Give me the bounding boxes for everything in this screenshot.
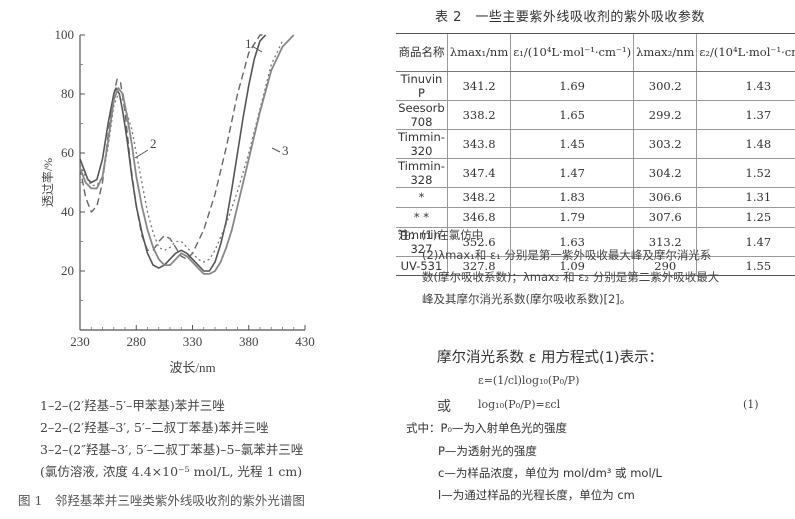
y-tick-label: 20 (61, 263, 74, 278)
molar-title: 摩尔消光系数 ε 用方程式(1)表示： (437, 350, 664, 366)
legend-line-2: 2–2–(2′羟基–3′, 5′–二叔丁苯基)苯并三唑 (40, 420, 269, 435)
cell-value: 307.6 (633, 207, 697, 228)
cell-value: 1.47 (510, 158, 634, 188)
cell-value: 1.47 (696, 227, 795, 257)
uv-spectrum-chart: 230 280 330 380 430 20 40 60 80 100 波长/nm 透过率/% 1 2 3 (40, 27, 315, 375)
cell-value: 1.65 (510, 100, 634, 130)
cell-value: 1.83 (510, 187, 634, 208)
curve-label-2-leader (134, 149, 149, 159)
cell-value: 1.45 (510, 129, 634, 159)
cell-product-name: * (396, 187, 448, 208)
curve-label-2: 2 (150, 136, 157, 151)
y-tick-label: 100 (55, 27, 75, 42)
cell-value: 1.31 (696, 187, 795, 208)
equation-number: (1) (743, 398, 759, 411)
equation-or: 或 (437, 399, 451, 415)
table-note-2: (2)λmax₁和 ε₁ 分别是第一紫外吸收最大峰及摩尔消光系 (422, 248, 712, 262)
cell-value: 306.6 (633, 187, 697, 208)
legend-line-3: 3–2–(2″羟基–3′, 5′–二叔丁苯基)–5–氯苯并三唑 (40, 442, 304, 457)
series-line-4 (79, 34, 295, 275)
x-axis-label: 波长/nm (169, 360, 215, 375)
col-header-name: 商品名称 (396, 33, 448, 72)
equation-2: log₁₀(P₀/P)=εcl (478, 398, 561, 411)
definition-c: c—为样品浓度，单位为 mol/dm³ 或 mol/L (438, 466, 662, 480)
x-tick-label: 380 (239, 334, 259, 349)
series-line-3 (79, 40, 284, 263)
cell-value: 346.8 (446, 207, 511, 228)
table-title: 表 2 一些主要紫外线吸收剂的紫外吸收参数 (435, 10, 705, 25)
cell-value: 1.63 (510, 227, 634, 257)
cell-product-name: UV-531 (396, 256, 448, 277)
definition-p0: 式中：P₀—为入射单色光的强度 (406, 421, 568, 435)
table-row: * 348.2 1.83 306.6 1.31 (396, 187, 795, 208)
cell-value: 1.09 (510, 256, 634, 277)
cell-value: 1.79 (510, 207, 634, 228)
cell-product-name: * * (396, 207, 448, 228)
table-row: Tinuvin P 341.2 1.69 300.2 1.43 (396, 71, 795, 101)
definition-l: l—为通过样品的光程长度，单位为 cm (438, 488, 635, 502)
cell-product-name: Timmin-327 (396, 227, 448, 257)
cell-value: 1.69 (510, 71, 634, 101)
col-header-eps2: ε₂/(10⁴L·mol⁻¹·cm⁻¹) (696, 33, 795, 72)
cell-value: 338.2 (446, 100, 511, 130)
uv-params-table: 商品名称 λmax₁/nm ε₁/(10⁴L·mol⁻¹·cm⁻¹) λmax₂… (396, 33, 795, 277)
table-row: Seesorb 708 338.2 1.65 299.2 1.37 (396, 100, 795, 130)
cell-value: 299.2 (633, 100, 697, 130)
table-note-3: 数(摩尔吸收系数)；λmax₂ 和 ε₂ 分别是第二紫外吸收最大 (422, 270, 720, 284)
col-header-eps1: ε₁/(10⁴L·mol⁻¹·cm⁻¹) (510, 33, 634, 72)
cell-value: 1.37 (696, 100, 795, 130)
col-header-lmax2: λmax₂/nm (633, 33, 697, 72)
y-tick-label: 80 (61, 86, 74, 101)
cell-product-name: Timmin-328 (396, 158, 448, 188)
cell-value: 313.2 (633, 227, 697, 257)
definition-p: P—为透射光的强度 (438, 444, 537, 458)
y-tick-label: 40 (61, 204, 74, 219)
cell-value: 304.2 (633, 158, 697, 188)
cell-value: 341.2 (446, 71, 511, 101)
cell-value: 300.2 (633, 71, 697, 101)
cell-value: 348.2 (446, 187, 511, 208)
table-row: Timmin-327 352.6 1.63 313.2 1.47 (396, 227, 795, 257)
series-line-1 (79, 34, 266, 260)
table-row: * * 346.8 1.79 307.6 1.25 (396, 207, 795, 228)
figure-caption: 图 1 邻羟基苯并三唑类紫外线吸收剂的紫外光谱图 (18, 493, 305, 508)
curve-label-3: 3 (282, 143, 289, 158)
x-tick-label: 430 (295, 334, 315, 349)
cell-value: 1.48 (696, 129, 795, 159)
table-note-4: 峰及其摩尔消光系数(摩尔吸收系数)[2]。 (422, 292, 632, 306)
y-tick-label: 60 (61, 145, 74, 160)
cell-value: 1.55 (696, 256, 795, 277)
cell-value: 1.52 (696, 158, 795, 188)
cell-value: 1.25 (696, 207, 795, 228)
cell-value: 347.4 (446, 158, 511, 188)
legend-line-1: 1–2–(2′羟基–5′–甲苯基)苯并三唑 (40, 398, 225, 413)
equation-1: ε=(1/cl)log₁₀(P₀/P) (478, 374, 580, 387)
series-line-2 (79, 34, 267, 272)
curve-label-3-leader (271, 147, 281, 153)
cell-value: 343.8 (446, 129, 511, 159)
table-row: Timmin-328 347.4 1.47 304.2 1.52 (396, 158, 795, 188)
y-axis-label: 透过率/% (40, 158, 55, 207)
cell-value: 352.6 (446, 227, 511, 257)
x-tick-label: 330 (183, 334, 203, 349)
x-tick-label: 230 (70, 334, 90, 349)
table-note-1: 注：(1)在氯仿中 (398, 228, 484, 242)
legend-line-4: (氯仿溶液, 浓度 4.4×10⁻⁵ mol/L, 光程 1 cm) (40, 464, 303, 479)
cell-value: 327.8 (446, 256, 511, 277)
cell-value: 303.2 (633, 129, 697, 159)
col-header-lmax1: λmax₁/nm (446, 33, 511, 72)
curve-label-1: 1 (245, 36, 252, 51)
cell-product-name: Seesorb 708 (396, 100, 448, 130)
curve-label-1-leader (251, 45, 263, 53)
cell-product-name: Tinuvin P (396, 71, 448, 101)
table-row: UV-531 327.8 1.09 290 1.55 (396, 256, 795, 277)
table-row: Timmin-320 343.8 1.45 303.2 1.48 (396, 129, 795, 159)
cell-value: 290 (633, 256, 697, 277)
table-header-row: 商品名称 λmax₁/nm ε₁/(10⁴L·mol⁻¹·cm⁻¹) λmax₂… (396, 33, 795, 72)
x-tick-label: 280 (127, 334, 147, 349)
cell-value: 1.43 (696, 71, 795, 101)
cell-product-name: Timmin-320 (396, 129, 448, 159)
